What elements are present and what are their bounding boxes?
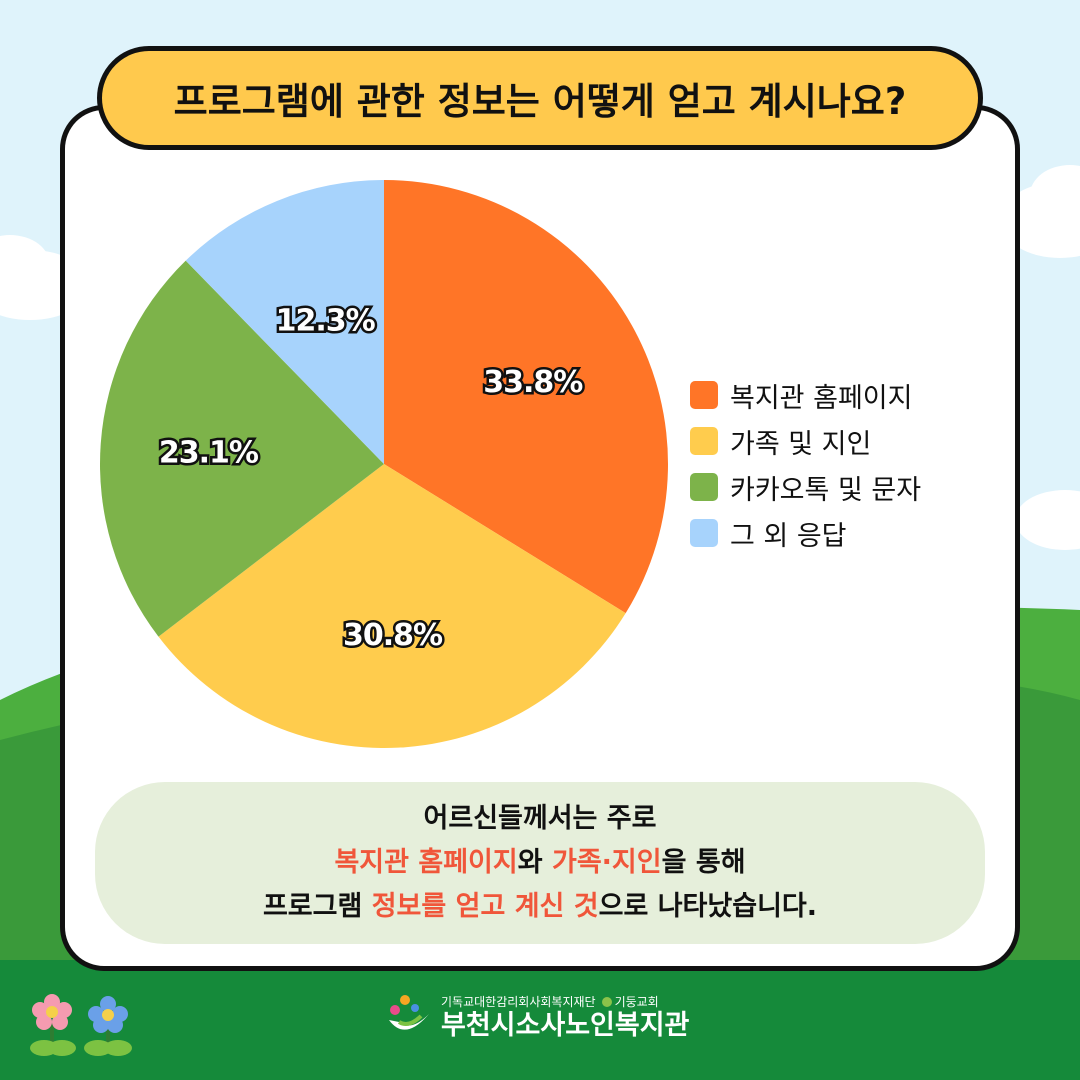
summary-text: 을 통해	[661, 847, 746, 878]
legend-item: 카카오톡 및 문자	[690, 464, 921, 510]
blue-flower-icon	[84, 996, 132, 1056]
chart-legend: 복지관 홈페이지 가족 및 지인 카카오톡 및 문자 그 외 응답	[690, 372, 921, 556]
summary-box: 어르신들께서는 주로 복지관 홈페이지와 가족·지인을 통해 프로그램 정보를 …	[95, 782, 985, 944]
summary-text: 어르신들께서는 주로	[423, 803, 657, 834]
cloud-right	[1000, 165, 1080, 550]
footer-subtitle: 기독교대한감리회사회복지재단 기둥교회	[441, 994, 689, 1010]
summary-line-1: 어르신들께서는 주로	[424, 797, 657, 841]
legend-swatch	[690, 473, 718, 501]
legend-item: 그 외 응답	[690, 510, 921, 556]
legend-swatch	[690, 427, 718, 455]
legend-label: 가족 및 지인	[730, 428, 872, 460]
legend-swatch	[690, 519, 718, 547]
legend-item: 복지관 홈페이지	[690, 372, 921, 418]
summary-text: 프로그램	[262, 891, 372, 922]
flowers-decoration	[30, 994, 132, 1056]
summary-highlight: 복지관 홈페이지	[334, 847, 518, 878]
summary-text: 으로 나타났습니다.	[598, 891, 818, 922]
summary-highlight: 정보를 얻고 계신 것	[371, 891, 599, 922]
legend-label: 그 외 응답	[730, 520, 847, 552]
organization-name: 부천시소사노인복지관	[441, 1010, 690, 1041]
organization-logo-icon	[389, 995, 429, 1030]
summary-line-2: 복지관 홈페이지와 가족·지인을 통해	[334, 841, 745, 885]
summary-line-3: 프로그램 정보를 얻고 계신 것으로 나타났습니다.	[263, 885, 817, 929]
foundation-name: 기독교대한감리회사회복지재단	[441, 995, 596, 1009]
chart-title: 프로그램에 관한 정보는 어떻게 얻고 계시나요?	[173, 80, 907, 123]
pink-flower-icon	[30, 994, 76, 1056]
summary-highlight: 가족·지인	[551, 847, 662, 878]
legend-item: 가족 및 지인	[690, 418, 921, 464]
church-logo-icon	[601, 997, 612, 1007]
church-name: 기둥교회	[614, 995, 659, 1009]
legend-label: 복지관 홈페이지	[730, 382, 913, 414]
summary-text: 와	[517, 847, 552, 878]
title-banner: 프로그램에 관한 정보는 어떻게 얻고 계시나요?	[97, 46, 983, 150]
legend-label: 카카오톡 및 문자	[730, 474, 922, 506]
footer-logo: 기독교대한감리회사회복지재단 기둥교회 부천시소사노인복지관	[385, 988, 689, 1048]
footer-text: 기독교대한감리회사회복지재단 기둥교회 부천시소사노인복지관	[441, 994, 689, 1042]
legend-swatch	[690, 381, 718, 409]
